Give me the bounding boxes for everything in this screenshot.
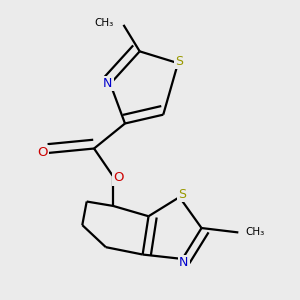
Text: O: O	[37, 146, 48, 159]
Text: O: O	[113, 172, 124, 184]
Text: N: N	[179, 256, 188, 269]
Text: N: N	[103, 77, 112, 90]
Text: CH₃: CH₃	[94, 17, 113, 28]
Text: S: S	[178, 188, 186, 201]
Text: CH₃: CH₃	[246, 227, 265, 237]
Text: S: S	[176, 55, 183, 68]
